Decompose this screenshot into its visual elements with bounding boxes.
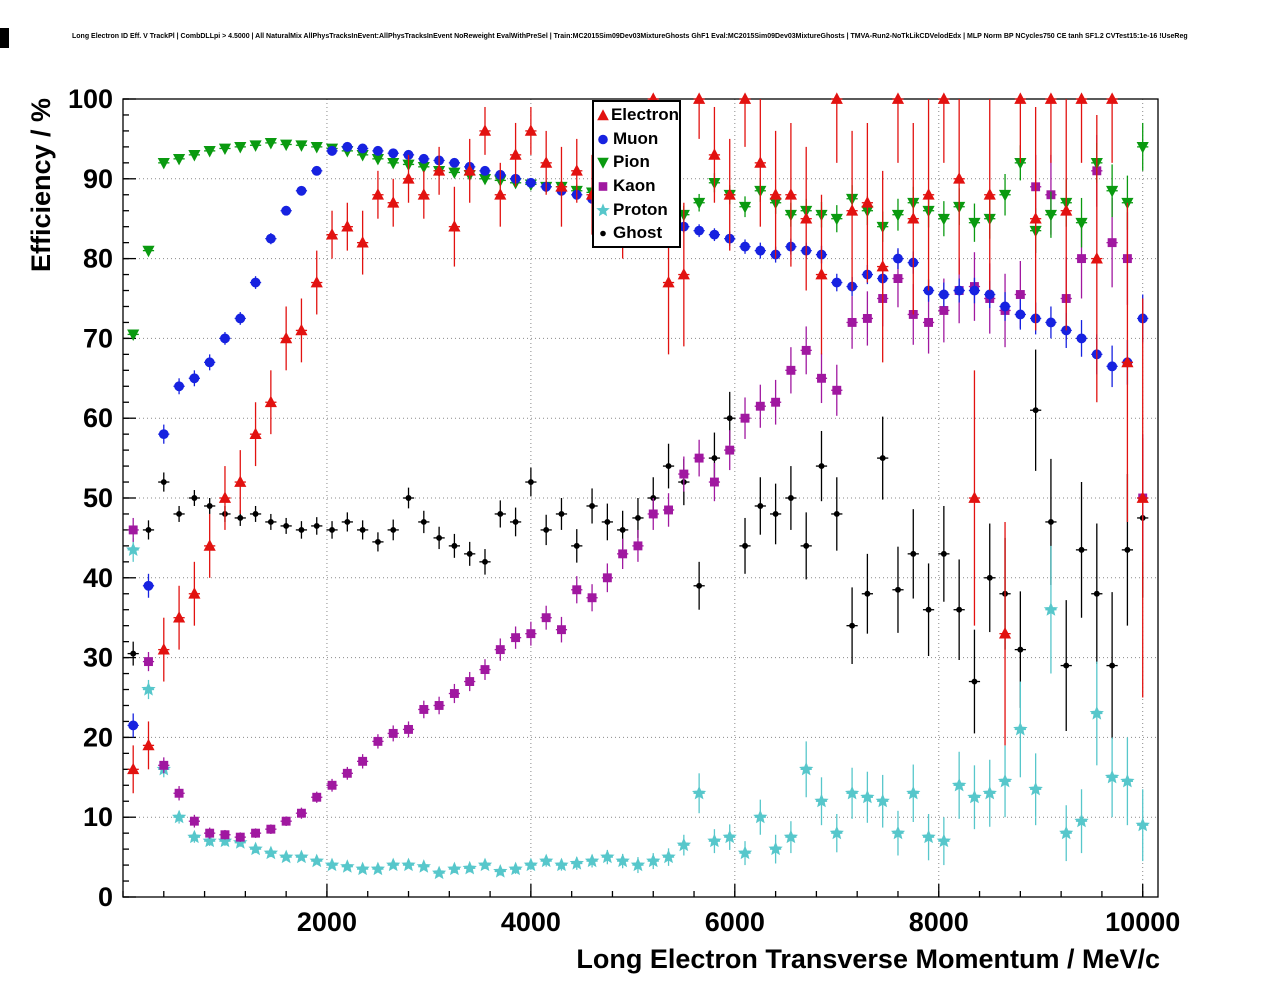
legend-label: Muon [613,128,659,148]
triangle-up-marker-icon [597,109,609,121]
x-tick-label: 4000 [501,907,561,937]
y-tick-label: 70 [83,323,113,353]
y-tick-label: 60 [83,403,113,433]
series-ghost [127,349,1149,739]
x-axis-title: Long Electron Transverse Momentum / MeV/… [576,944,1160,974]
canvas-corner-box [0,28,9,48]
gridlines [123,99,1158,897]
legend-item-electron: Electron [596,103,679,127]
legend-label: Kaon [613,175,656,195]
legend-item-muon: Muon [596,127,679,151]
axis-ticks [122,98,1144,898]
legend: Electron Muon Pion Kaon Proton Ghost [592,100,681,249]
legend-label: Electron [610,104,679,124]
y-tick-label: 40 [83,563,113,593]
circle-marker-icon [598,134,608,144]
legend-item-pion: Pion [596,150,679,174]
x-tick-label: 2000 [297,907,357,937]
x-tick-label: 8000 [909,907,969,937]
x-tick-label: 10000 [1105,907,1180,937]
y-tick-label: 20 [83,722,113,752]
series-electron [127,92,1149,794]
triangle-down-marker-icon [597,158,609,169]
legend-label: Pion [613,152,650,172]
legend-label: Proton [613,199,668,219]
series-proton [126,537,1150,880]
x-tick-label: 6000 [705,907,765,937]
dot-marker-icon [600,230,606,237]
square-marker-icon [598,182,608,191]
plot-config-title: Long Electron ID Eff. V TrackPl | CombDL… [72,33,1188,40]
legend-label: Ghost [613,223,663,243]
legend-item-ghost: Ghost [596,221,679,245]
star-marker-icon [596,202,610,216]
y-tick-label: 0 [98,882,113,912]
y-tick-label: 50 [83,483,113,513]
y-axis-title: Efficiency / % [26,97,56,272]
y-tick-label: 30 [83,643,113,673]
legend-item-proton: Proton [596,198,679,222]
y-tick-label: 80 [83,244,113,274]
y-tick-label: 100 [68,84,113,114]
y-tick-label: 10 [83,802,113,832]
tick-labels: 0 10 20 30 40 50 60 70 80 90 100 2000 4000 6000 8000 10… [68,84,1180,937]
legend-item-kaon: Kaon [596,174,679,198]
y-tick-label: 90 [83,164,113,194]
